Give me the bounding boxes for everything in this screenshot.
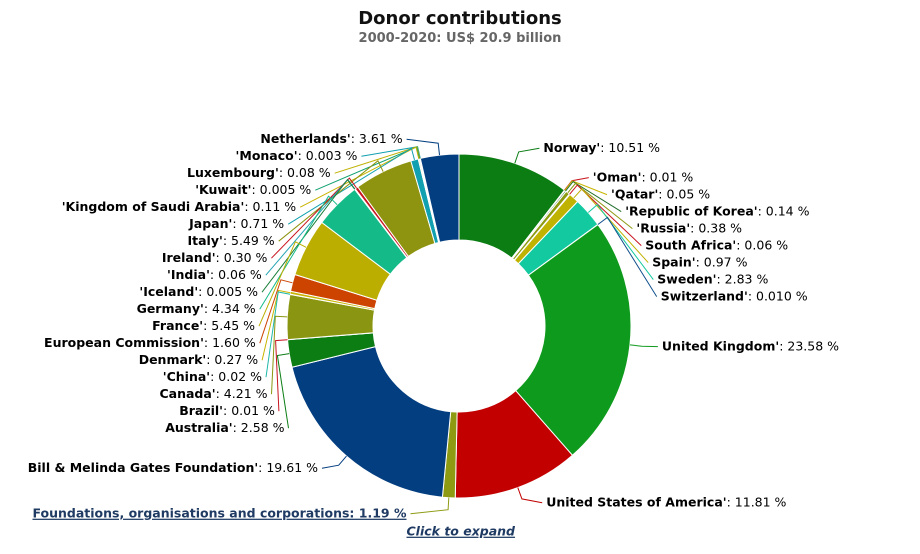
label-bill-melinda-gates-foundation: Bill & Melinda Gates Foundation': 19.61 … bbox=[28, 460, 318, 475]
label-norway: Norway': 10.51 % bbox=[543, 140, 660, 155]
connector-kuwait bbox=[315, 146, 420, 191]
label-switzerland: Switzerland': 0.010 % bbox=[661, 289, 808, 304]
expand-link[interactable]: Click to expand bbox=[407, 524, 517, 539]
label-netherlands: Netherlands': 3.61 % bbox=[260, 131, 402, 146]
connector-canada bbox=[271, 315, 288, 395]
slice-netherlands[interactable] bbox=[419, 153, 460, 243]
label-italy: Italy': 5.49 % bbox=[187, 233, 274, 248]
label-japan: Japan': 0.71 % bbox=[188, 216, 284, 231]
label-denmark: Denmark': 0.27 % bbox=[139, 352, 259, 367]
label-united-states-of-america: United States of America': 11.81 % bbox=[546, 495, 786, 510]
label-foundations-organisations-and-corporations[interactable]: Foundations, organisations and corporati… bbox=[32, 506, 406, 521]
connectors-group bbox=[258, 138, 658, 515]
label-australia: Australia': 2.58 % bbox=[165, 420, 284, 435]
connector-sweden bbox=[587, 203, 654, 280]
label-iceland: 'Iceland': 0.005 % bbox=[139, 284, 258, 299]
connector-france bbox=[258, 241, 307, 327]
label-qatar: 'Qatar': 0.05 % bbox=[611, 187, 710, 202]
label-european-commission: European Commission': 1.60 % bbox=[44, 335, 256, 350]
connector-denmark bbox=[261, 289, 291, 361]
slice-united-kingdom[interactable] bbox=[515, 223, 632, 457]
label-oman: 'Oman': 0.01 % bbox=[593, 170, 694, 185]
connector-foundations-organisations-and-corporations bbox=[410, 497, 450, 515]
connector-qatar bbox=[564, 180, 608, 196]
label-china: 'China': 0.02 % bbox=[163, 369, 262, 384]
labels-group: Norway': 10.51 % 'Oman': 0.01 % 'Qatar': 0… bbox=[28, 131, 839, 539]
label-germany: Germany': 4.34 % bbox=[137, 301, 256, 316]
slice-bill-melinda-gates-foundation[interactable] bbox=[291, 346, 452, 498]
connector-kingdom-of-saudi-arabia bbox=[299, 146, 420, 208]
connector-spain bbox=[573, 188, 649, 263]
label-brazil: Brazil': 0.01 % bbox=[179, 403, 275, 418]
slices-group bbox=[286, 153, 632, 499]
connector-netherlands bbox=[406, 138, 440, 156]
label-canada: Canada': 4.21 % bbox=[159, 386, 267, 401]
label-united-kingdom: United Kingdom': 23.58 % bbox=[662, 339, 839, 354]
label-sweden: Sweden': 2.83 % bbox=[657, 272, 768, 287]
label-russia: 'Russia': 0.38 % bbox=[636, 221, 742, 236]
label-republic-of-korea: 'Republic of Korea': 0.14 % bbox=[625, 204, 809, 219]
connector-italy bbox=[278, 160, 384, 242]
label-india: 'India': 0.06 % bbox=[167, 267, 262, 282]
label-monaco: 'Monaco': 0.003 % bbox=[236, 148, 358, 163]
label-luxembourg: Luxembourg': 0.08 % bbox=[187, 165, 331, 180]
connector-norway bbox=[514, 147, 540, 164]
connector-united-states-of-america bbox=[517, 487, 543, 504]
label-ireland: Ireland': 0.30 % bbox=[162, 250, 268, 265]
connector-bill-melinda-gates-foundation bbox=[321, 455, 347, 469]
connector-european-commission bbox=[259, 279, 293, 344]
chart-subtitle: 2000-2020: US$ 20.9 billion bbox=[359, 31, 562, 46]
connector-australia bbox=[276, 353, 290, 429]
connector-south-africa bbox=[569, 184, 642, 246]
connector-switzerland bbox=[597, 216, 658, 297]
connector-ireland bbox=[271, 177, 357, 259]
connector-russia bbox=[567, 182, 633, 229]
connector-brazil bbox=[275, 339, 288, 412]
label-france: France': 5.45 % bbox=[152, 318, 255, 333]
connector-republic-of-korea bbox=[565, 180, 622, 213]
connector-united-kingdom bbox=[629, 344, 658, 348]
label-spain: Spain': 0.97 % bbox=[652, 255, 747, 270]
label-kuwait: 'Kuwait': 0.005 % bbox=[195, 182, 311, 197]
connector-iceland bbox=[261, 178, 356, 293]
label-south-africa: South Africa': 0.06 % bbox=[645, 238, 788, 253]
connector-china bbox=[265, 291, 291, 378]
chart-title: Donor contributions bbox=[358, 8, 562, 29]
label-kingdom-of-saudi-arabia: 'Kingdom of Saudi Arabia': 0.11 % bbox=[62, 199, 297, 214]
